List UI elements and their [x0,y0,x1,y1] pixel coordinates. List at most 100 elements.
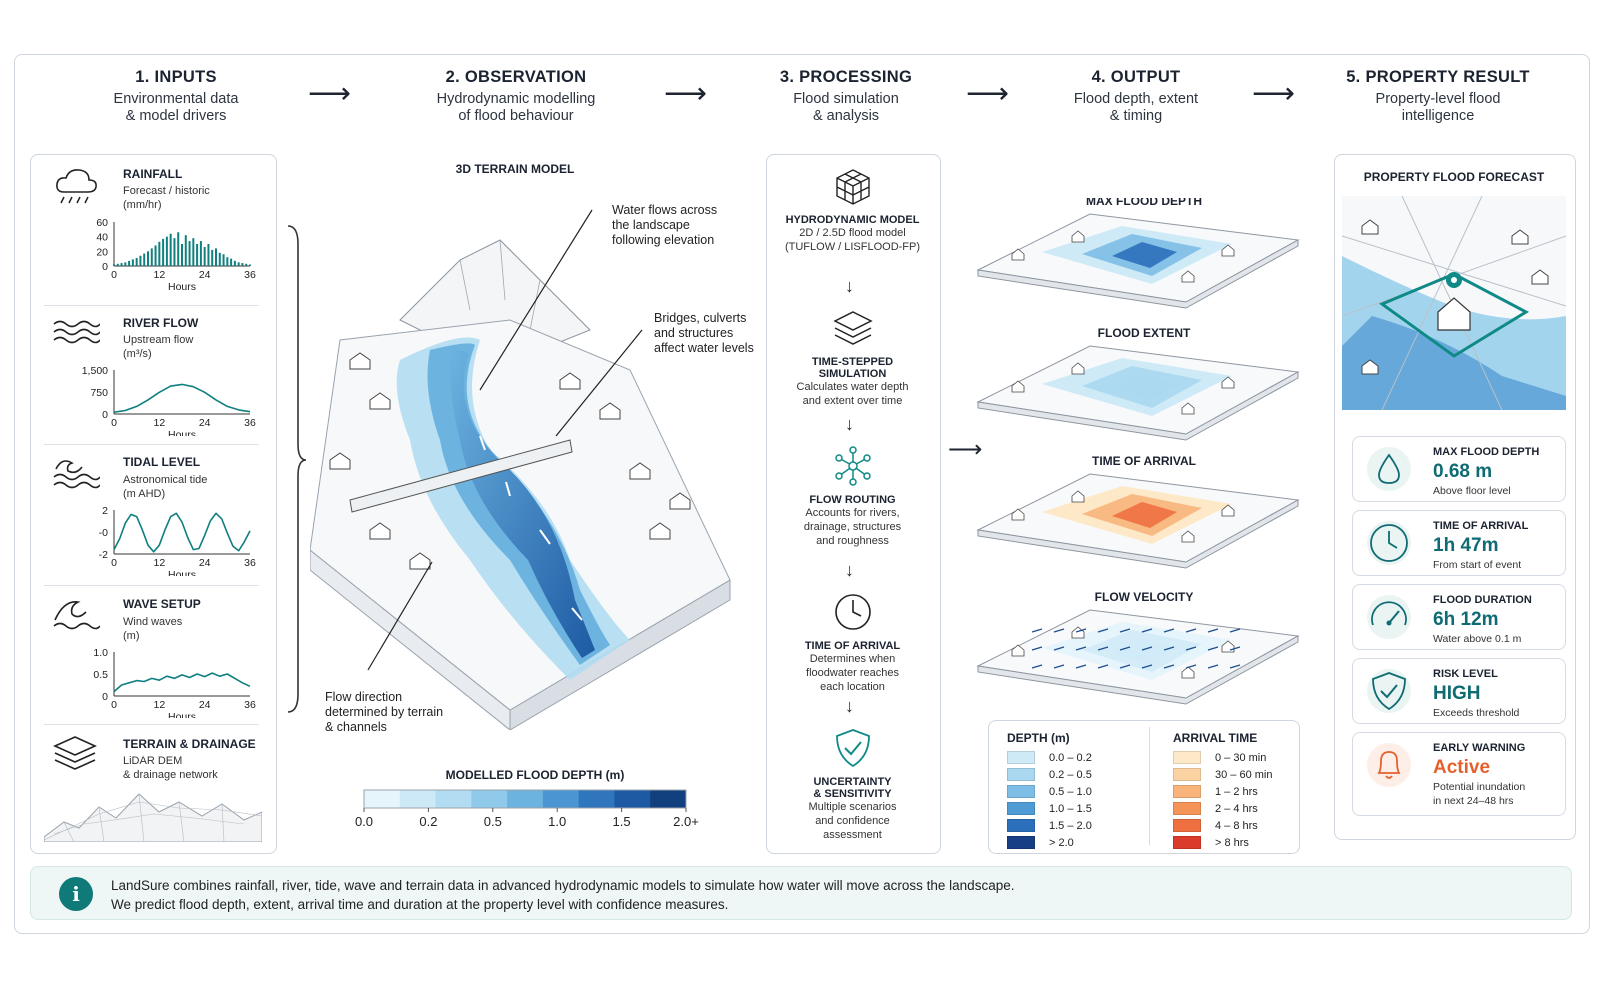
legend-label: 0.5 – 1.0 [1049,785,1092,798]
depth-scale-title: MODELLED FLOOD DEPTH (m) [445,768,625,782]
stacked-layers-icon [53,736,97,770]
legend-swatch [1007,819,1035,832]
arrow-right-icon: ⟶ [308,77,352,110]
x-tick-label: 12 [153,557,165,569]
legend-item: 1 – 2 hrs [1173,783,1272,800]
y-tick-label: 1.0 [93,648,108,659]
legend-item: 0.0 – 0.2 [1007,749,1092,766]
step-output: 4. OUTPUT Flood depth, extent & timing [1016,68,1256,125]
house-icon [1071,626,1085,639]
info-line-2: We predict flood depth, extent, arrival … [111,897,729,912]
note-flow-direction: Flow direction determined by terrain & c… [325,690,443,735]
arrow-down-icon: ↓ [845,696,854,716]
river-sub: Upstream flow (m³/s) [123,333,193,361]
card-icon-bg [1367,595,1411,639]
card-sub-2: in next 24–48 hrs [1433,795,1514,807]
arrow-down-icon: ↓ [845,560,854,580]
legend-item: 1.0 – 1.5 [1007,800,1092,817]
info-line-1: LandSure combines rainfall, river, tide,… [111,878,1015,893]
note-line: the landscape [612,218,690,232]
step-title: 3. PROCESSING [779,68,913,86]
map-title: FLOW VELOCITY [1095,590,1194,604]
divider [44,585,259,586]
processing-step-title: HYDRODYNAMIC MODEL [785,214,920,226]
step-title: 1. INPUTS [135,68,217,86]
processing-step-title: TIME OF ARRIVAL [804,640,901,652]
map-fill [1112,242,1177,268]
map-edge [977,371,1299,441]
house-icon [1011,644,1025,657]
processing-step-text: assessment [823,829,882,841]
legend-swatch [1007,836,1035,849]
map-title: MAX FLOOD DEPTH [1086,198,1202,208]
velocity-arrow [1229,628,1241,633]
series-line [113,672,251,693]
x-axis-label: Hours [168,711,196,718]
wave-sub-2: (m) [123,630,140,642]
tidal-sub: Astronomical tide (m AHD) [123,473,207,501]
step-sub-2: & timing [1109,108,1163,124]
map-edge [977,635,1299,705]
divider [1149,727,1150,845]
arrow-right-icon: ⟶ [966,77,1010,110]
x-tick-label: 24 [199,557,211,569]
house-icon [1071,490,1085,503]
house-icon [1221,376,1235,389]
x-tick-label: 12 [153,269,165,281]
shield-check-icon [1372,672,1406,711]
legend-label: 0 – 30 min [1215,751,1267,764]
step-sub-2: of flood behaviour [458,108,574,124]
legend-item: 0.5 – 1.0 [1007,783,1092,800]
legend-label: > 8 hrs [1215,836,1249,849]
rainfall-title: RAINFALL [123,167,183,181]
legend-item: 1.5 – 2.0 [1007,817,1092,834]
velocity-arrow [1075,646,1087,651]
legend-label: > 2.0 [1049,836,1074,849]
card-value: Active [1433,757,1491,778]
series-line [113,512,251,553]
processing-step: FLOW ROUTING Accounts for rivers, drainage… [766,446,939,548]
output-map: FLOW VELOCITY [976,590,1300,705]
processing-step: TIME-STEPPED SIMULATION Calculates water d… [766,308,939,408]
arrival-legend-title: ARRIVAL TIME [1173,731,1258,745]
rainfall-sub-2: (mm/hr) [123,199,162,211]
x-tick-label: 36 [244,269,256,281]
card-value: HIGH [1433,683,1481,704]
depth-color-scale: 0.0 0.2 0.5 1.0 1.5 2.0+ [355,789,699,829]
card-sub: Above floor level [1433,485,1511,497]
card-value: 1h 47m [1433,535,1499,556]
velocity-arrow [1053,628,1065,633]
step-title: 2. OBSERVATION [445,68,587,86]
velocity-arrow [1075,664,1087,669]
y-tick-label: 750 [90,387,108,399]
arrival-legend: 0 – 30 min 30 – 60 min 1 – 2 hrs 2 – 4 hrs 4… [1173,749,1272,851]
processing-step-text: (TUFLOW / LISFLOOD-FP) [784,241,921,253]
house-icon [1071,362,1085,375]
x-tick-label: 36 [244,417,256,429]
velocity-arrow [1185,628,1197,633]
y-tick-label: 0 [102,261,108,273]
y-tick-label: 40 [96,232,108,244]
processing-step-text: and extent over time [802,395,903,407]
scale-tick-label: 2.0+ [673,814,699,829]
bell-icon [1377,751,1401,779]
scale-tick-label: 1.5 [613,814,631,829]
legend-item: > 2.0 [1007,834,1092,851]
card-icon-bg [1367,743,1411,787]
arrow-down-icon: ↓ [845,414,854,434]
tidal-sub-2: (m AHD) [123,488,166,500]
velocity-arrow [1141,646,1153,651]
step-sub-1: Flood simulation [793,91,899,107]
processing-step-title: UNCERTAINTY [813,776,892,788]
x-axis-label: Hours [168,281,196,293]
scale-swatch [650,790,687,808]
processing-step-text: and roughness [816,535,889,547]
terrain-title: TERRAIN & DRAINAGE [123,737,256,751]
clock-icon [1370,524,1408,562]
velocity-arrow [1119,664,1131,669]
arrow-right-icon: ⟶ [948,436,983,463]
house-icon [1221,504,1235,517]
legend-label: 1.5 – 2.0 [1049,819,1092,832]
velocity-arrow [1031,664,1043,669]
